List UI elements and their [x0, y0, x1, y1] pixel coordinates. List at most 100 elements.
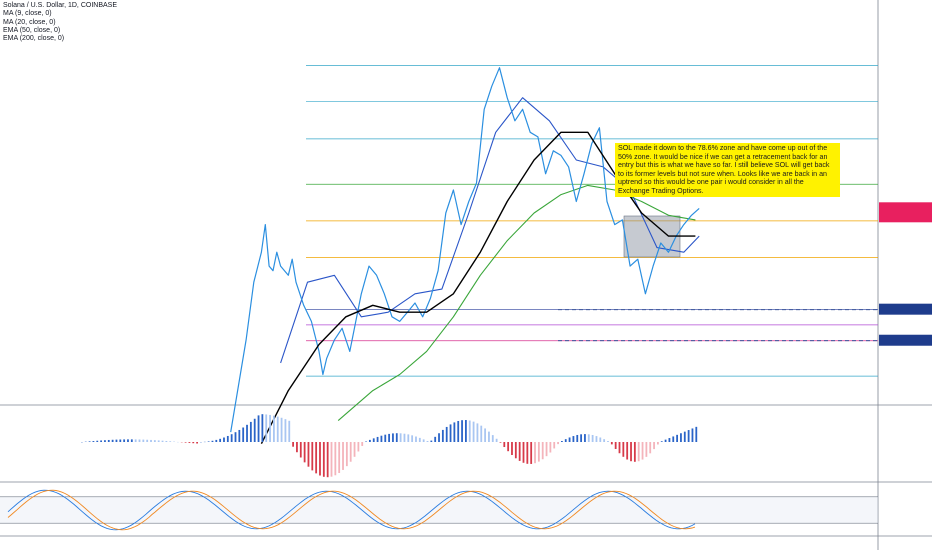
- macd-histogram-bar: [488, 431, 490, 442]
- macd-histogram-bar: [568, 437, 571, 442]
- current-price-badge: [879, 202, 932, 223]
- macd-histogram-bar: [564, 439, 567, 442]
- macd-histogram-bar: [411, 435, 414, 442]
- macd-histogram-bar: [660, 441, 663, 442]
- macd-histogram-bar: [196, 442, 198, 444]
- macd-histogram-bar: [349, 442, 352, 462]
- macd-histogram-bar: [96, 440, 99, 442]
- macd-histogram-bar: [465, 420, 467, 442]
- macd-histogram-bar: [338, 442, 341, 474]
- macd-histogram-bar: [134, 439, 137, 442]
- macd-histogram-bar: [545, 442, 548, 457]
- macd-histogram-bar: [299, 442, 302, 458]
- macd-histogram-bar: [207, 441, 210, 442]
- macd-histogram-bar: [246, 424, 248, 442]
- macd-histogram-bar: [461, 420, 463, 442]
- macd-histogram-bar: [142, 439, 145, 442]
- macd-histogram-bar: [226, 435, 229, 442]
- legend-ema50[interactable]: EMA (50, close, 0): [3, 26, 61, 34]
- macd-histogram-bar: [92, 441, 95, 442]
- macd-histogram-bar: [361, 442, 364, 446]
- macd-histogram-bar: [537, 442, 540, 462]
- macd-histogram-bar: [188, 442, 191, 443]
- ema50-line: [337, 184, 696, 422]
- macd-histogram-bar: [687, 430, 690, 442]
- legend-ema200[interactable]: EMA (200, close, 0): [3, 35, 65, 43]
- legend-ma9[interactable]: MA (9, close, 0): [3, 10, 52, 18]
- macd-histogram-bar: [657, 442, 659, 445]
- macd-histogram-bar: [626, 442, 629, 460]
- macd-histogram-bar: [622, 442, 625, 457]
- macd-histogram-bar: [480, 425, 483, 442]
- macd-histogram-bar: [422, 439, 425, 442]
- macd-histogram-bar: [557, 442, 559, 445]
- legend-symbol: Solana / U.S. Dollar, 1D, COINBASE: [3, 2, 117, 9]
- macd-histogram-bar: [695, 426, 698, 442]
- macd-histogram-bar: [369, 439, 371, 442]
- macd-histogram-bar: [630, 442, 632, 462]
- macd-histogram-bar: [153, 440, 156, 442]
- macd-histogram-bar: [415, 436, 417, 442]
- macd-histogram-bar: [342, 442, 344, 470]
- macd-histogram-bar: [676, 434, 678, 442]
- macd-histogram-bar: [315, 442, 318, 474]
- macd-histogram-bar: [265, 414, 268, 442]
- macd-histogram-bar: [587, 434, 590, 442]
- annotation-note[interactable]: SOL made it down to the 78.6% zone and h…: [615, 143, 840, 197]
- macd-histogram-bar: [353, 442, 356, 457]
- macd-histogram-bar: [380, 435, 383, 442]
- macd-histogram-bar: [372, 438, 375, 442]
- macd-histogram-bar: [691, 428, 694, 442]
- legend-ma20[interactable]: MA (20, close, 0): [3, 18, 56, 26]
- macd-histogram-bar: [484, 428, 486, 442]
- macd-histogram-bar: [223, 437, 225, 442]
- macd-histogram-bar: [468, 420, 471, 442]
- macd-histogram-bar: [607, 441, 609, 442]
- stoch-d-line: [7, 489, 696, 531]
- macd-histogram-bar: [441, 429, 444, 442]
- macd-histogram-bar: [330, 442, 333, 477]
- macd-histogram-bar: [269, 414, 271, 442]
- price-line: [230, 67, 700, 433]
- macd-histogram-bar: [561, 441, 563, 442]
- macd-histogram-bar: [403, 433, 406, 442]
- macd-histogram-bar: [334, 442, 337, 476]
- macd-histogram-bar: [595, 436, 598, 442]
- macd-histogram-bar: [683, 431, 686, 442]
- macd-histogram-bar: [418, 437, 421, 442]
- macd-histogram-bar: [530, 442, 533, 464]
- macd-histogram-bar: [249, 421, 252, 442]
- macd-histogram-bar: [610, 442, 613, 445]
- macd-histogram-bar: [599, 437, 602, 442]
- macd-histogram-bar: [211, 440, 214, 442]
- level-axis-badge: [879, 334, 932, 346]
- macd-histogram-bar: [576, 434, 579, 442]
- macd-histogram-bar: [150, 439, 152, 442]
- macd-histogram-bar: [319, 442, 321, 476]
- horizontal-levels: [558, 202, 932, 346]
- macd-histogram-bar: [100, 440, 102, 442]
- macd-histogram-bar: [107, 439, 110, 442]
- macd-histogram-bar: [503, 442, 506, 448]
- macd-histogram-bar: [169, 441, 172, 442]
- macd-histogram-bar: [311, 442, 314, 471]
- macd-histogram-bar: [580, 434, 582, 442]
- macd-histogram-bar: [392, 433, 394, 442]
- macd-histogram-bar: [280, 417, 283, 442]
- macd-histogram-bar: [457, 420, 460, 442]
- macd-histogram-bar: [603, 439, 606, 442]
- macd-histogram-bar: [445, 426, 448, 442]
- macd-histogram-bar: [123, 439, 126, 442]
- macd-histogram-bar: [614, 442, 617, 450]
- macd-histogram-bar: [357, 442, 360, 452]
- macd-histogram-bar: [514, 442, 517, 459]
- macd-histogram-bar: [553, 442, 556, 449]
- macd-histogram-bar: [395, 433, 398, 442]
- macd-histogram-bar: [526, 442, 529, 464]
- stoch-pane: [0, 489, 878, 531]
- macd-histogram-bar: [476, 423, 479, 442]
- macd-histogram-bar: [430, 440, 433, 442]
- macd-histogram-bar: [130, 439, 133, 442]
- macd-histogram-bar: [472, 421, 475, 442]
